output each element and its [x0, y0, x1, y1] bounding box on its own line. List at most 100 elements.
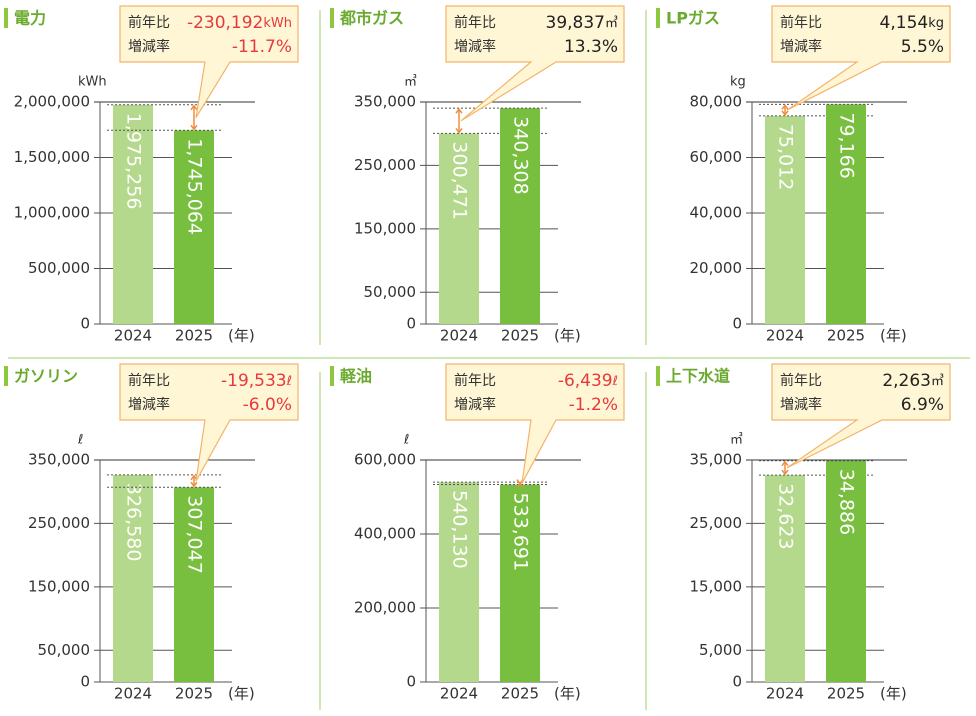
callout-rate: -1.2%: [569, 395, 618, 415]
callout-diff: 4,154kg: [880, 13, 944, 33]
diff-value: 4,154: [880, 13, 929, 33]
bar: [113, 104, 153, 324]
x-tick-label: 2024: [114, 685, 152, 703]
value-label: 1,745,064: [184, 138, 206, 235]
x-suffix: (年): [228, 685, 255, 703]
y-tick-label: 600,000: [354, 451, 416, 469]
y-tick-label: 35,000: [690, 451, 743, 469]
value-label: 533,691: [510, 493, 532, 572]
x-suffix: (年): [554, 685, 581, 703]
y-tick-label: 0: [732, 315, 742, 333]
value-label: 300,471: [449, 141, 471, 220]
y-tick-label: 60,000: [690, 148, 743, 166]
x-suffix: (年): [880, 327, 907, 345]
bar: [113, 474, 153, 682]
bar: [765, 475, 805, 682]
y-tick-label: 1,000,000: [14, 204, 90, 222]
bar: [500, 108, 540, 325]
x-tick-label: 2025: [501, 685, 539, 703]
diff-unit: ℓ: [612, 374, 618, 389]
chart-title: 電力: [14, 9, 46, 28]
value-label: 326,580: [123, 483, 145, 562]
callout-diff: -19,533ℓ: [221, 371, 292, 391]
bar: [500, 484, 540, 682]
callout-diff: -230,192kWh: [187, 13, 292, 33]
diff-value: -6,439: [558, 371, 613, 391]
y-tick-label: 80,000: [690, 93, 743, 111]
arrow-head: [781, 460, 789, 476]
title-marker: [330, 366, 334, 386]
value-label: 32,623: [775, 483, 797, 549]
callout-label: 前年比: [780, 14, 822, 31]
y-tick-label: 350,000: [28, 451, 90, 469]
x-tick-label: 2025: [827, 327, 865, 345]
x-tick-label: 2024: [766, 685, 804, 703]
callout-label: 前年比: [780, 372, 822, 389]
y-tick-label: 15,000: [690, 577, 743, 595]
y-tick-label: 350,000: [354, 93, 416, 111]
callout-rate: 5.5%: [901, 37, 944, 57]
callout-label: 前年比: [454, 372, 496, 389]
callout-box: [445, 363, 625, 484]
y-tick-label: 50,000: [364, 283, 417, 301]
callout-rate: 6.9%: [901, 395, 944, 415]
y-tick-label: 250,000: [28, 514, 90, 532]
chart-title: 軽油: [340, 367, 372, 386]
bar: [826, 460, 866, 682]
y-tick-label: 200,000: [354, 599, 416, 617]
x-tick-label: 2025: [827, 685, 865, 703]
title-marker: [330, 8, 334, 28]
y-tick-label: 0: [406, 315, 416, 333]
diff-value: 2,263: [882, 371, 931, 391]
arrow-head: [455, 107, 463, 134]
title-marker: [4, 8, 8, 28]
value-label: 340,308: [510, 116, 532, 195]
bar: [174, 130, 214, 324]
x-tick-label: 2024: [114, 327, 152, 345]
unit-label: kg: [730, 75, 746, 90]
diff-unit: kg: [928, 16, 944, 31]
x-tick-label: 2024: [440, 685, 478, 703]
x-suffix: (年): [880, 685, 907, 703]
callout-label: 増減率: [128, 38, 170, 55]
callout-box: [445, 5, 625, 122]
value-label: 34,886: [836, 469, 858, 535]
callout-label: 増減率: [454, 396, 496, 413]
bar: [439, 482, 479, 682]
x-tick-label: 2024: [440, 327, 478, 345]
value-label: 75,012: [775, 124, 797, 190]
callout-box: [771, 363, 951, 469]
value-label: 307,047: [184, 495, 206, 574]
y-tick-label: 0: [406, 673, 416, 691]
callout-label: 増減率: [128, 396, 170, 413]
arrow-head: [781, 104, 789, 117]
callout-rate: 13.3%: [564, 37, 618, 57]
x-suffix: (年): [554, 327, 581, 345]
callout-label: 増減率: [780, 396, 822, 413]
diff-value: -19,533: [221, 371, 287, 391]
diff-unit: ℓ: [286, 374, 292, 389]
callout-rate: -6.0%: [243, 395, 292, 415]
callout-box: [771, 5, 951, 111]
callout-diff: 39,837㎥: [546, 13, 619, 33]
title-marker: [656, 366, 660, 386]
x-tick-label: 2025: [501, 327, 539, 345]
callout-label: 増減率: [454, 38, 496, 55]
chart-title: LPガス: [666, 9, 720, 28]
diff-value: 39,837: [546, 13, 605, 33]
unit-label: ㎥: [404, 75, 417, 90]
callout-label: 前年比: [128, 372, 170, 389]
arrow-head: [190, 104, 198, 131]
y-tick-label: 500,000: [28, 259, 90, 277]
bar: [174, 487, 214, 682]
y-tick-label: 20,000: [690, 259, 743, 277]
callout-label: 前年比: [128, 14, 170, 31]
y-tick-label: 150,000: [354, 219, 416, 237]
chart-title: 上下水道: [666, 367, 730, 386]
y-tick-label: 0: [80, 315, 90, 333]
x-tick-label: 2024: [766, 327, 804, 345]
value-label: 1,975,256: [123, 113, 145, 210]
unit-label: ㎥: [730, 433, 743, 448]
y-tick-label: 5,000: [699, 641, 742, 659]
